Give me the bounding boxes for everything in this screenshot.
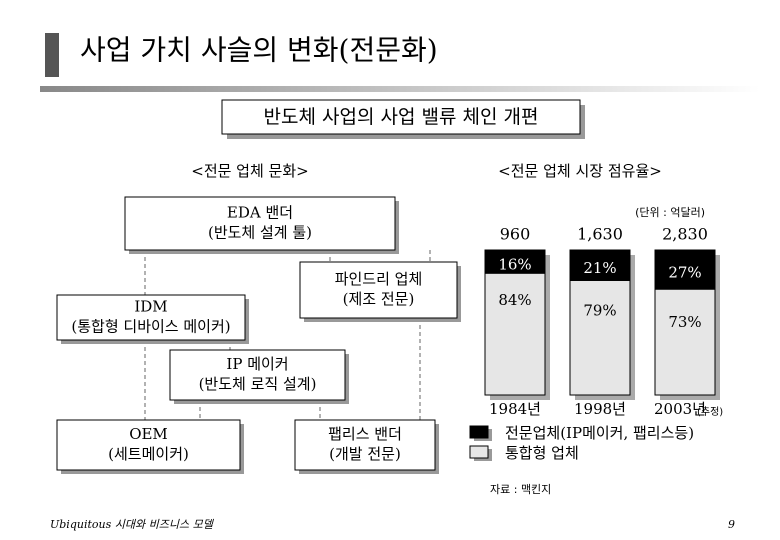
node-label: OEM — [129, 425, 168, 443]
left-heading: <전문 업체 문화> — [191, 162, 308, 180]
title-underline — [40, 86, 760, 92]
x-tick-label: 1998년 — [574, 400, 626, 418]
bar-segment — [569, 279, 631, 396]
bar-segment — [484, 249, 546, 274]
legend-swatch — [469, 445, 489, 459]
total-label: 2,830 — [662, 225, 708, 244]
bar-segment — [654, 249, 716, 290]
node-box — [299, 261, 458, 319]
right-heading: <전문 업체 시장 점유율> — [498, 162, 662, 180]
page-number: 9 — [728, 518, 735, 531]
node-label: 파인드리 업체 — [335, 270, 423, 288]
bar-segment — [484, 272, 546, 396]
bar-segment — [654, 288, 716, 396]
data-label: 21% — [583, 259, 616, 277]
total-label: 960 — [500, 225, 531, 244]
data-label: 16% — [498, 256, 531, 274]
bar-segment — [569, 249, 631, 281]
node-label: IDM — [134, 298, 167, 316]
node-label: (반도체 로직 설계) — [199, 375, 317, 393]
unit-note: (단위 : 억달러) — [635, 206, 705, 219]
subtitle-box — [221, 99, 581, 135]
node-label: 팹리스 밴더 — [328, 425, 402, 443]
node-box — [56, 419, 241, 471]
subtitle: 반도체 사업의 사업 밸류 체인 개편 — [264, 106, 539, 128]
category-note: (추정) — [697, 406, 723, 418]
total-label: 1,630 — [577, 225, 623, 244]
data-label: 73% — [668, 313, 701, 331]
legend-swatch — [469, 425, 489, 439]
node-box — [169, 349, 346, 401]
footer: Ubiquitous 시대와 비즈니스 모델 — [50, 518, 215, 531]
data-label: 79% — [583, 301, 616, 319]
data-label: 84% — [498, 291, 531, 309]
node-label: IP 메이커 — [226, 355, 288, 373]
x-tick-label: 1984년 — [489, 400, 541, 418]
node-label: EDA 밴더 — [227, 204, 293, 222]
title: 사업 가치 사슬의 변화(전문화) — [80, 34, 438, 67]
source: 자료 : 맥킨지 — [490, 483, 551, 496]
x-tick-label: 2003년 — [654, 400, 706, 418]
data-label: 27% — [668, 264, 701, 282]
node-label: (개발 전문) — [329, 445, 401, 463]
node-box — [56, 294, 246, 341]
node-label: (통합형 디바이스 메이커) — [71, 318, 230, 336]
node-box — [124, 196, 396, 251]
legend-label: 통합형 업체 — [505, 444, 579, 462]
node-label: (제조 전문) — [343, 290, 415, 308]
node-box — [294, 419, 436, 471]
node-label: (반도체 설계 툴) — [208, 224, 312, 242]
title-accent — [45, 33, 59, 77]
node-label: (세트메이커) — [108, 445, 189, 463]
legend-label: 전문업체(IP메이커, 팹리스등) — [505, 424, 694, 442]
